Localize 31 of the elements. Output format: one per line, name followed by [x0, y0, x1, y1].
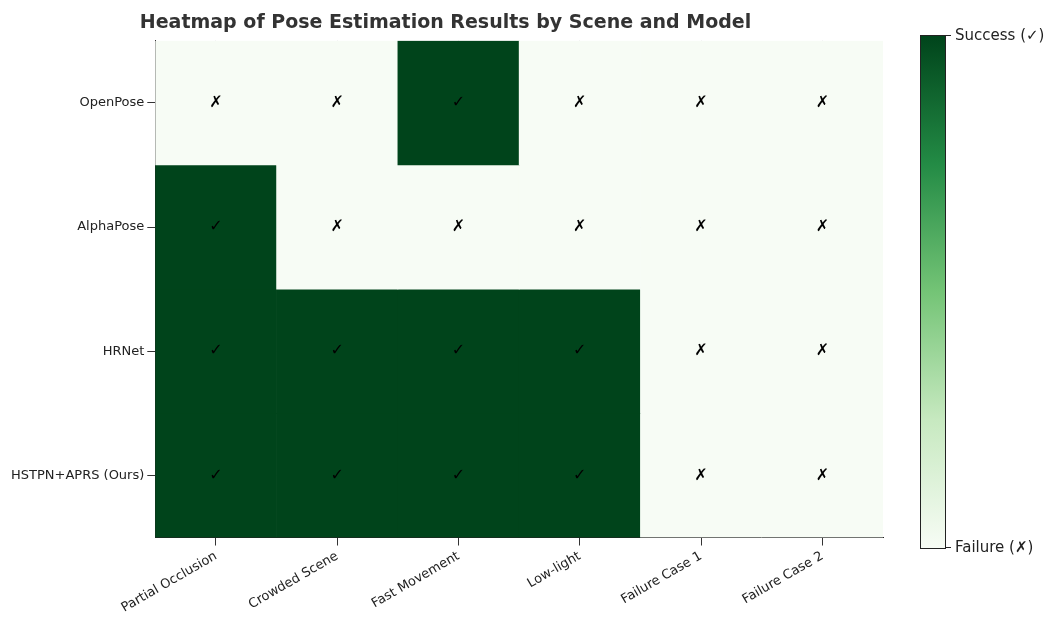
- y-tick-label: AlphaPose: [77, 218, 145, 234]
- data-label: ✓: [573, 340, 587, 360]
- data-label: ✓: [209, 216, 223, 236]
- data-label: ✗: [573, 92, 587, 112]
- data-label: ✗: [573, 216, 587, 236]
- data-label: ✗: [694, 340, 708, 360]
- color-bar-label: Failure (✗): [955, 538, 1034, 556]
- data-label: ✗: [694, 216, 708, 236]
- data-label: ✓: [573, 464, 587, 484]
- color-bar-label: Success (✓): [955, 26, 1045, 44]
- data-label: ✗: [815, 340, 830, 360]
- data-label: ✗: [209, 92, 223, 112]
- data-label: ✗: [815, 464, 830, 484]
- data-label: ✗: [451, 216, 466, 236]
- y-tick-label: OpenPose: [79, 94, 145, 110]
- data-label: ✓: [209, 464, 223, 484]
- data-label: ✗: [330, 92, 344, 112]
- y-tick-label: HRNet: [102, 342, 145, 358]
- data-label: ✓: [451, 464, 466, 484]
- data-label: ✓: [330, 340, 344, 360]
- chart-title: Heatmap of Pose Estimation Results by Scene and Model: [139, 10, 752, 33]
- data-label: ✓: [451, 92, 466, 112]
- data-label: ✗: [330, 216, 344, 236]
- data-label: ✓: [451, 340, 466, 360]
- data-label: ✗: [694, 92, 708, 112]
- data-label: ✓: [330, 464, 344, 484]
- data-label: ✗: [694, 464, 708, 484]
- data-label: ✗: [815, 92, 830, 112]
- data-label: ✓: [209, 340, 223, 360]
- y-tick-label: HSTPN+APRS (Ours): [10, 466, 145, 482]
- data-label: ✗: [815, 216, 830, 236]
